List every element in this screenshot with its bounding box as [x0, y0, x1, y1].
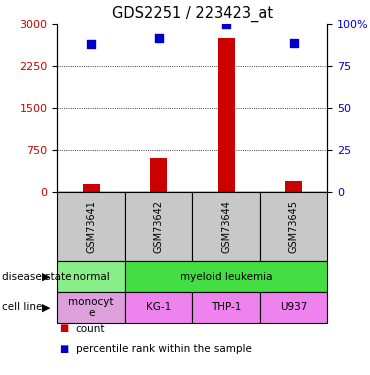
Text: monocyt
e: monocyt e — [68, 297, 114, 318]
Bar — [150, 159, 167, 192]
Text: normal: normal — [73, 272, 110, 282]
Text: GSM73645: GSM73645 — [289, 200, 299, 253]
Point — [223, 21, 229, 27]
Text: ▶: ▶ — [42, 272, 50, 282]
Point — [156, 35, 162, 41]
Point — [291, 40, 297, 46]
Text: myeloid leukemia: myeloid leukemia — [180, 272, 272, 282]
Bar — [83, 184, 100, 192]
Bar — [285, 181, 302, 192]
Title: GDS2251 / 223423_at: GDS2251 / 223423_at — [112, 5, 273, 22]
Text: THP-1: THP-1 — [211, 303, 241, 312]
Text: ■: ■ — [59, 344, 68, 354]
Text: ■: ■ — [59, 324, 68, 333]
Text: KG-1: KG-1 — [146, 303, 171, 312]
Text: GSM73644: GSM73644 — [221, 200, 231, 253]
Text: ▶: ▶ — [42, 303, 50, 312]
Text: U937: U937 — [280, 303, 307, 312]
Bar — [218, 38, 235, 192]
Text: cell line: cell line — [2, 303, 42, 312]
Text: disease state: disease state — [2, 272, 71, 282]
Text: count: count — [76, 324, 105, 333]
Text: GSM73641: GSM73641 — [86, 200, 96, 253]
Text: GSM73642: GSM73642 — [154, 200, 164, 253]
Text: percentile rank within the sample: percentile rank within the sample — [76, 344, 252, 354]
Point — [88, 42, 94, 48]
